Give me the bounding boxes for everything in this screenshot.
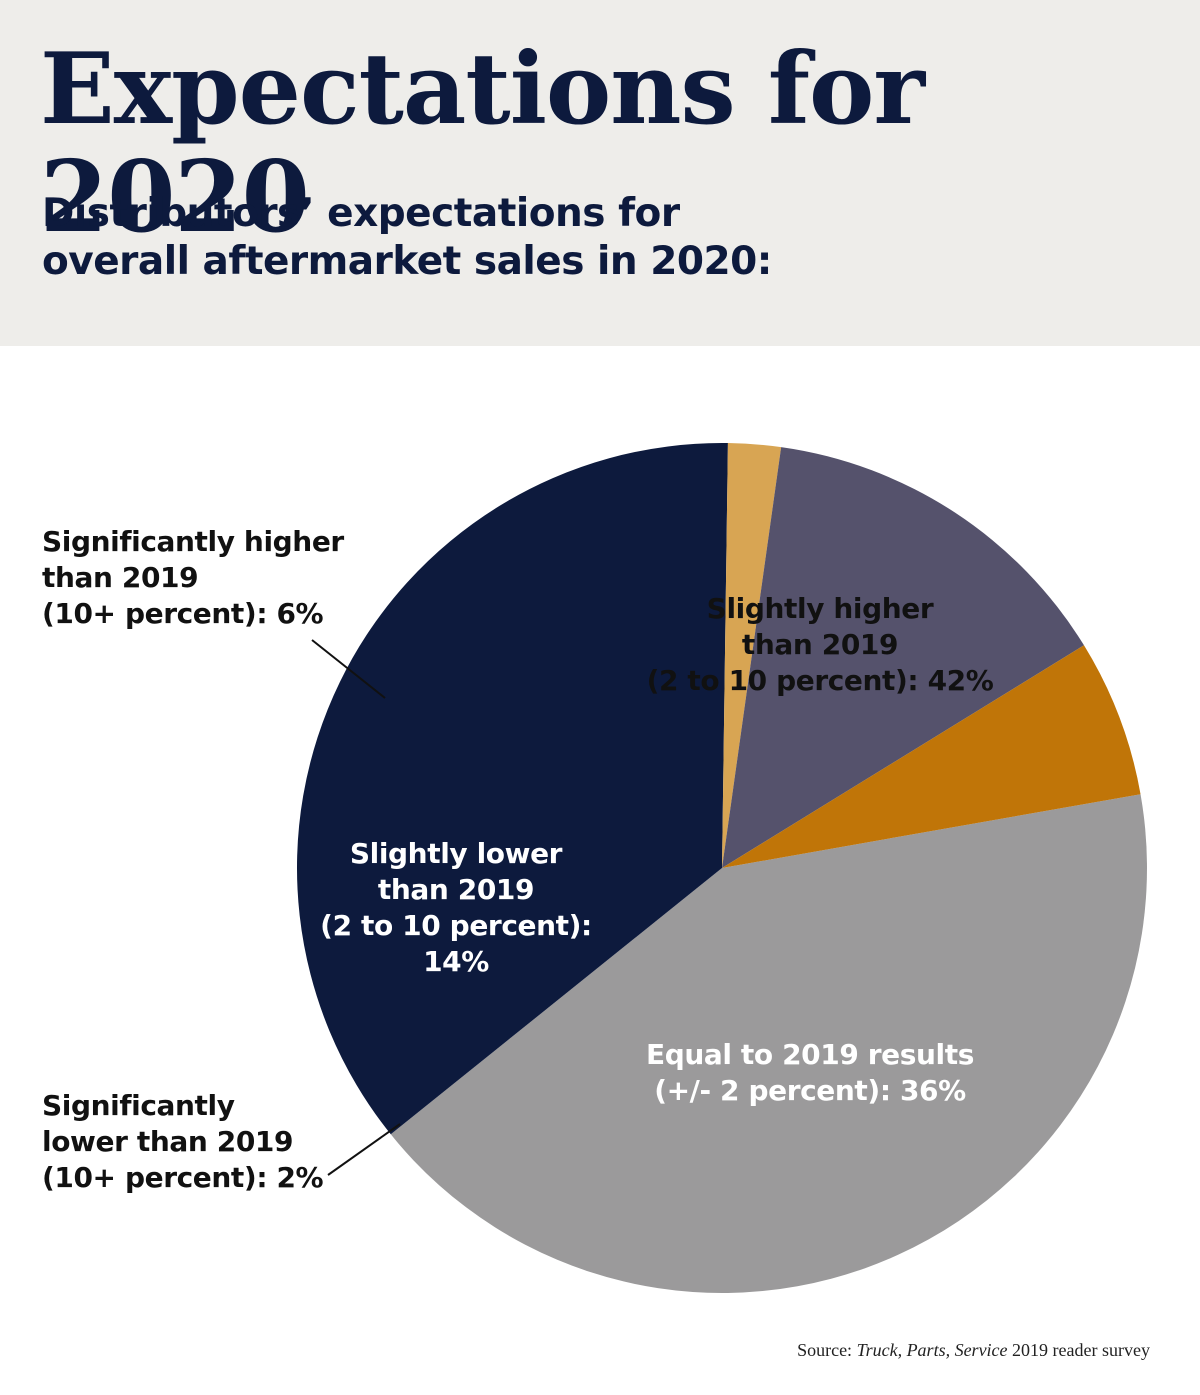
leader-line-significantly-lower xyxy=(327,1123,401,1176)
label-slightly-lower: Slightly lower than 2019 (2 to 10 percen… xyxy=(320,837,592,978)
slice-slightly-higher xyxy=(390,794,1147,1294)
source-suffix: 2019 reader survey xyxy=(1012,1340,1150,1360)
label-significantly-lower: Significantly lower than 2019 (10+ perce… xyxy=(42,1089,324,1194)
chart-subtitle: Distributors’ expectations for overall a… xyxy=(42,190,942,286)
label-slightly-higher: Slightly higher than 2019 (2 to 10 perce… xyxy=(646,592,994,697)
subtitle-line-2: overall aftermarket sales in 2020: xyxy=(42,239,772,284)
source-note: Source: Truck, Parts, Service 2019 reade… xyxy=(797,1340,1150,1361)
slice-significantly-lower xyxy=(722,443,782,868)
source-publication: Truck, Parts, Service xyxy=(856,1340,1008,1360)
slice-significantly-higher xyxy=(722,645,1141,868)
slice-slightly-lower xyxy=(722,447,1084,868)
subtitle-line-1: Distributors’ expectations for xyxy=(42,191,680,236)
label-significantly-higher: Significantly higher than 2019 (10+ perc… xyxy=(42,525,344,630)
source-prefix: Source: xyxy=(797,1340,853,1360)
header-band: Expectations for 2020 Distributors’ expe… xyxy=(0,0,1200,346)
slice-equal-to-2019 xyxy=(296,442,728,1135)
leader-line-significantly-higher xyxy=(311,639,386,699)
chart-title: Expectations for 2020 xyxy=(40,32,925,255)
label-equal-to-2019: Equal to 2019 results (+/- 2 percent): 3… xyxy=(645,1038,975,1107)
